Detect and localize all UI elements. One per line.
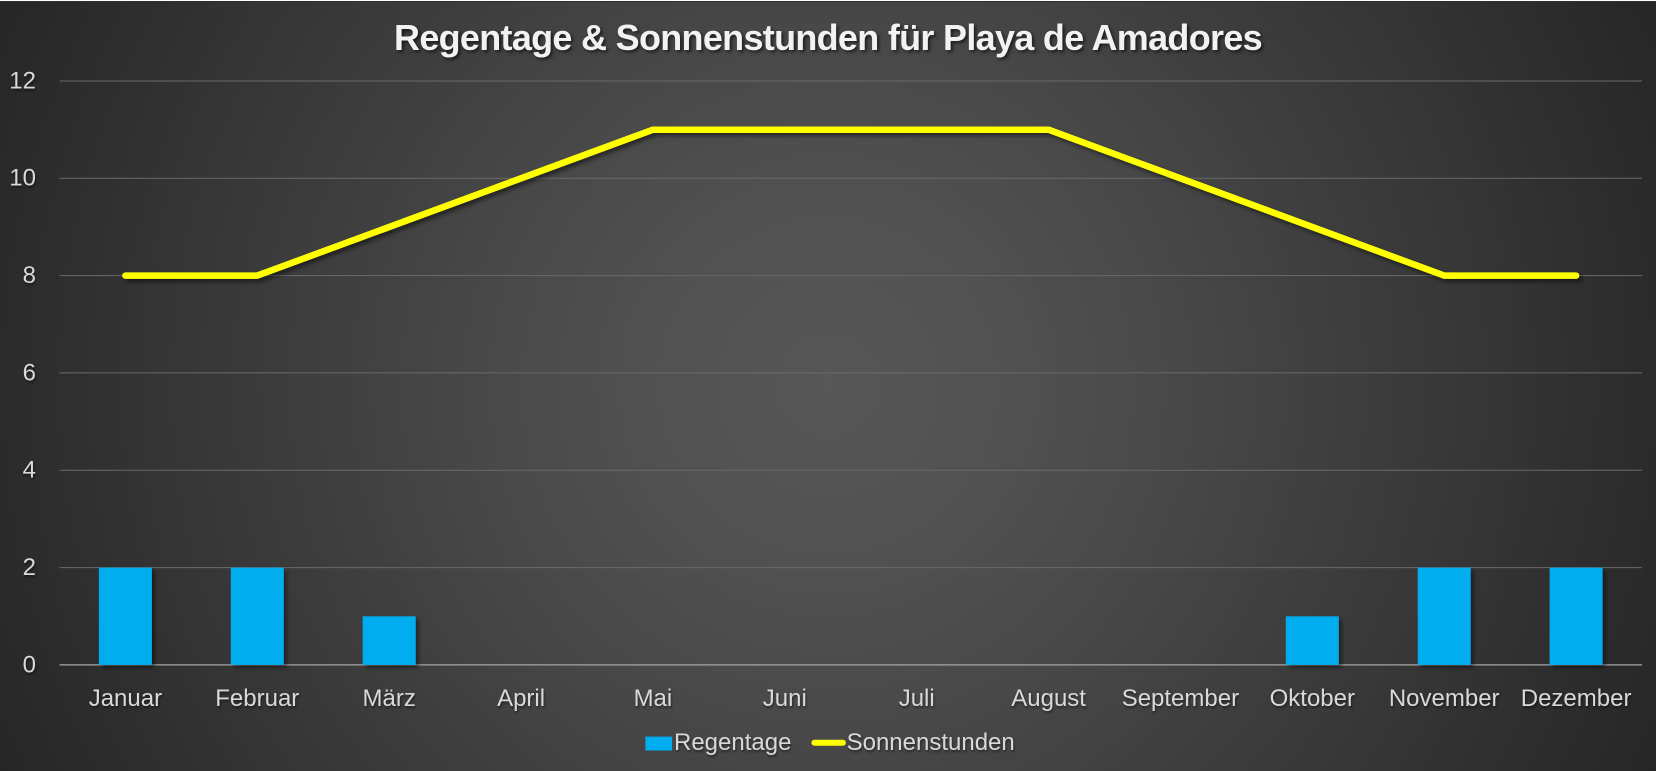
svg-text:Januar: Januar: [89, 685, 162, 712]
svg-text:10: 10: [9, 165, 36, 192]
svg-text:März: März: [363, 685, 416, 712]
svg-text:September: September: [1122, 685, 1239, 712]
svg-text:6: 6: [23, 359, 36, 386]
svg-text:Februar: Februar: [215, 685, 299, 712]
svg-text:Juli: Juli: [899, 685, 935, 712]
svg-text:12: 12: [9, 67, 36, 94]
svg-text:Juni: Juni: [763, 685, 807, 712]
svg-text:0: 0: [23, 651, 36, 678]
svg-text:August: August: [1011, 685, 1086, 712]
svg-text:Regentage: Regentage: [674, 729, 791, 756]
svg-text:2: 2: [23, 554, 36, 581]
svg-text:4: 4: [23, 457, 36, 484]
svg-text:April: April: [497, 685, 545, 712]
svg-text:Dezember: Dezember: [1521, 685, 1632, 712]
svg-text:Sonnenstunden: Sonnenstunden: [847, 729, 1015, 756]
svg-text:8: 8: [23, 262, 36, 289]
svg-text:November: November: [1389, 685, 1500, 712]
svg-text:Regentage & Sonnenstunden für: Regentage & Sonnenstunden für Playa de A…: [394, 17, 1262, 58]
svg-text:Oktober: Oktober: [1270, 685, 1355, 712]
svg-text:Mai: Mai: [634, 685, 673, 712]
